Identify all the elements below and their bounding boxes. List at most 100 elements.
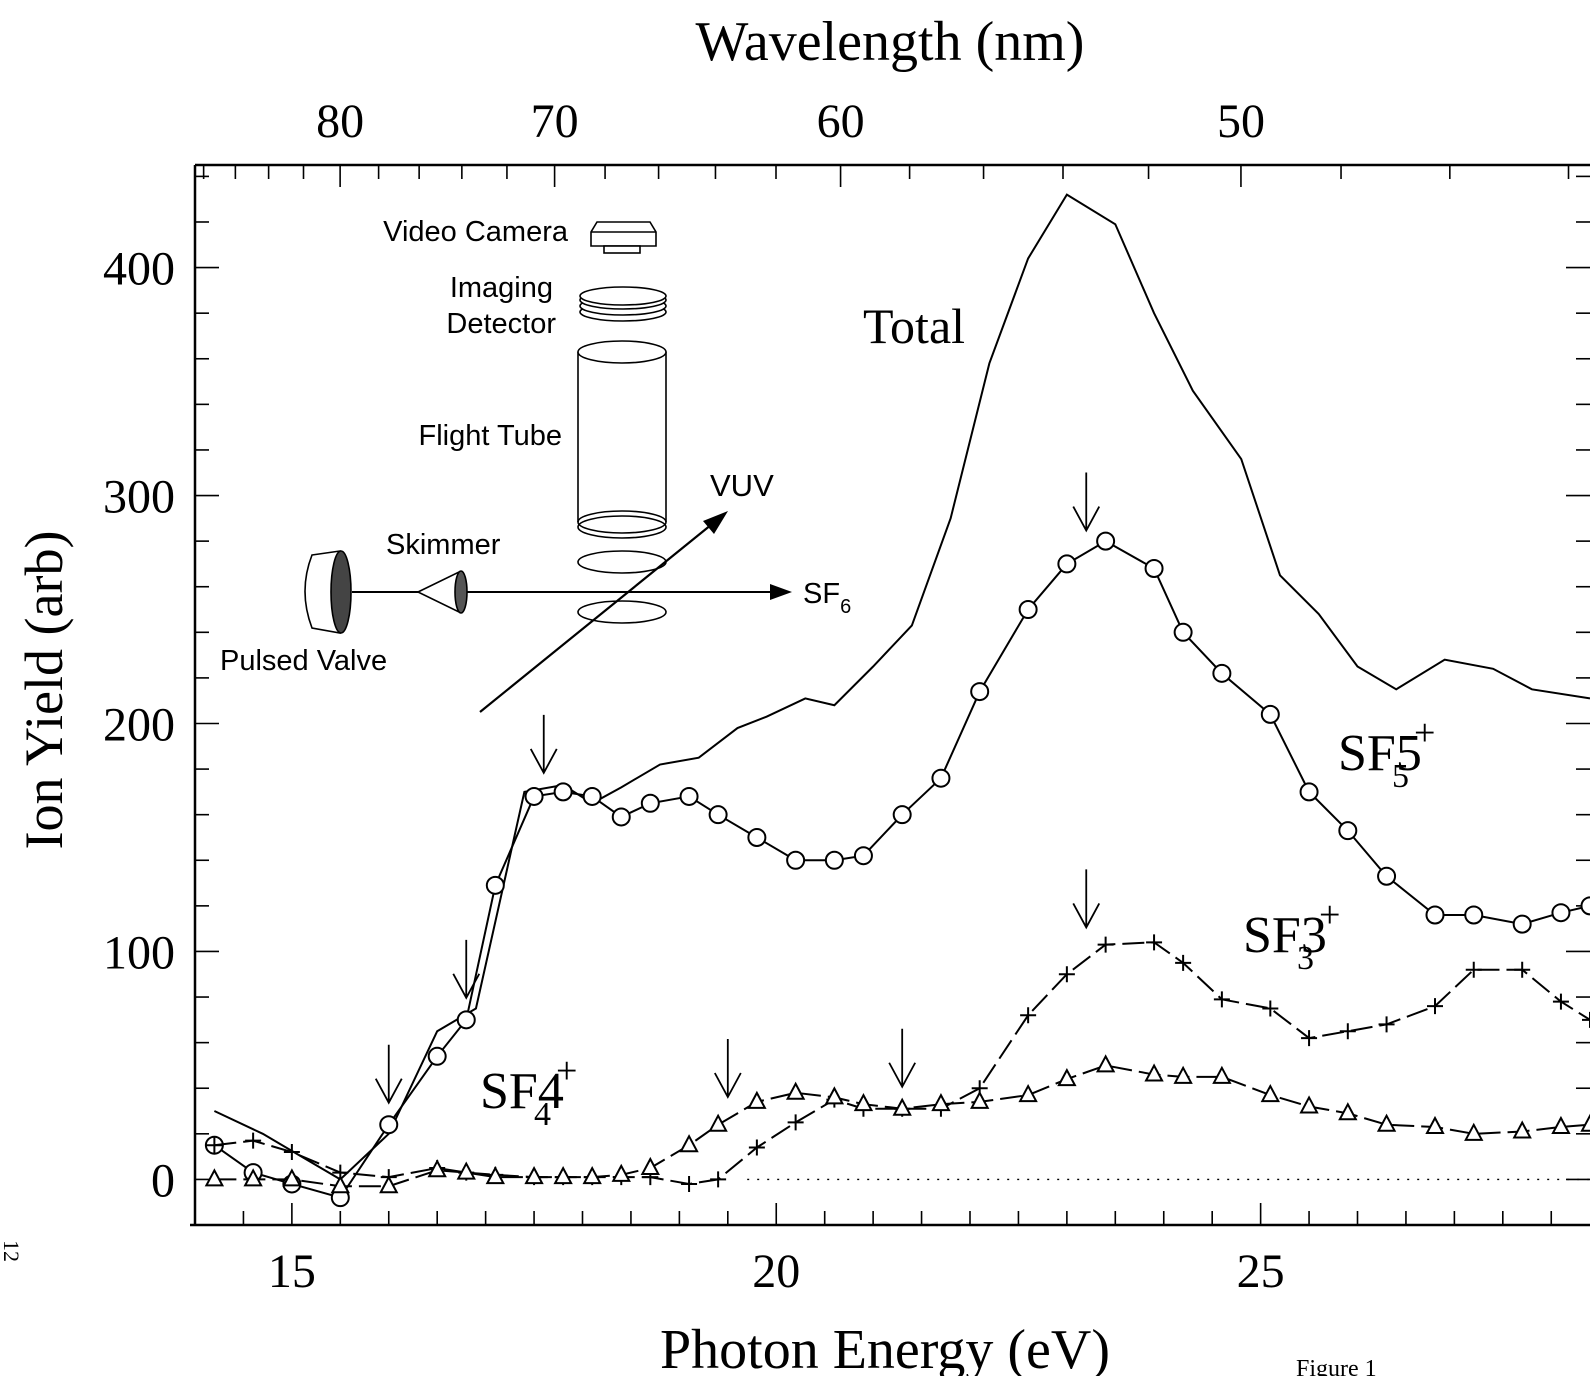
data-point-triangle xyxy=(330,1175,350,1194)
svg-text:SF5: SF5 xyxy=(1338,725,1422,782)
data-point-circle xyxy=(524,786,544,806)
data-point-triangle xyxy=(427,1159,447,1178)
down-arrow-icon xyxy=(374,1044,403,1105)
data-point-triangle xyxy=(456,1161,476,1180)
down-arrow-icon xyxy=(888,1028,916,1089)
plot-frame xyxy=(190,163,1590,1227)
y-tick-label: 400 xyxy=(103,243,175,296)
data-point-triangle xyxy=(640,1156,660,1176)
data-point-triangle xyxy=(679,1134,699,1153)
x-tick-label: 15 xyxy=(268,1245,316,1298)
data-point-triangle xyxy=(785,1081,806,1100)
down-arrow-icon xyxy=(1072,869,1101,930)
data-point-plus xyxy=(787,1114,804,1131)
vuv-arrowhead-icon xyxy=(703,511,728,534)
svg-text:SF4: SF4 xyxy=(480,1063,564,1120)
data-point-circle xyxy=(553,782,573,802)
data-point-circle xyxy=(824,850,844,870)
y-tick-label: 200 xyxy=(103,698,175,751)
vuv-beam xyxy=(479,515,723,713)
data-point-circle xyxy=(1144,558,1164,578)
data-point-triangle xyxy=(1212,1065,1232,1084)
data-point-circle xyxy=(786,850,806,870)
data-point-plus xyxy=(1020,1007,1037,1024)
y-axis-title: Ion Yield (arb) xyxy=(14,531,74,850)
data-point-plus xyxy=(681,1175,698,1192)
series-sf4-plus xyxy=(204,1054,1590,1194)
data-point-circle xyxy=(456,1010,476,1030)
top-tick-label: 70 xyxy=(531,95,579,148)
data-point-circle xyxy=(1260,704,1280,724)
data-point-circle xyxy=(747,827,767,847)
data-point-triangle xyxy=(1464,1122,1484,1141)
data-point-triangle xyxy=(1057,1067,1077,1087)
x-tick-label: 25 xyxy=(1237,1245,1285,1298)
svg-text:SF3: SF3 xyxy=(1243,907,1327,964)
data-point-circle xyxy=(892,805,912,825)
data-point-circle xyxy=(1464,905,1484,925)
data-point-circle xyxy=(1338,821,1358,841)
flight-tube-label: Flight Tube xyxy=(419,420,562,452)
data-point-plus xyxy=(1262,1000,1279,1017)
imaging-label: Imaging xyxy=(450,272,553,304)
svg-text:5: 5 xyxy=(1392,758,1409,795)
data-point-circle xyxy=(1018,600,1038,620)
data-point-plus xyxy=(245,1132,262,1149)
x-tick-label: 20 xyxy=(752,1245,800,1298)
data-point-circle xyxy=(708,805,728,825)
top-axis-title: Wavelength (nm) xyxy=(696,11,1085,73)
data-point-plus xyxy=(1552,993,1569,1010)
series-layer xyxy=(204,193,1590,1208)
data-point-triangle xyxy=(892,1097,912,1116)
flight-tube-icon xyxy=(577,340,667,624)
data-point-circle xyxy=(1551,903,1571,923)
data-point-plus xyxy=(710,1171,727,1188)
data-point-triangle xyxy=(1299,1095,1319,1114)
data-point-circle xyxy=(1212,663,1232,683)
data-point-plus xyxy=(1213,991,1230,1008)
series-sf3-plus xyxy=(206,934,1590,1192)
y-tick-label: 300 xyxy=(103,471,175,524)
data-point-plus xyxy=(1465,961,1482,978)
svg-text:+: + xyxy=(556,1050,577,1092)
data-point-circle xyxy=(1299,782,1319,802)
pulsed-valve-label: Pulsed Valve xyxy=(220,645,387,677)
page-margin-number: 12 xyxy=(0,1240,24,1262)
label-sf4: SF4 4 + xyxy=(480,1050,577,1133)
data-point-triangle xyxy=(379,1175,399,1194)
top-tick-label: 80 xyxy=(316,95,364,148)
data-point-triangle xyxy=(747,1090,767,1109)
data-point-plus xyxy=(1339,1023,1356,1040)
data-point-triangle xyxy=(1551,1115,1571,1134)
down-arrow-icon xyxy=(529,714,558,775)
sf6-arrowhead-icon xyxy=(770,584,792,600)
data-point-circle xyxy=(1425,905,1445,925)
svg-text:3: 3 xyxy=(1297,940,1314,977)
data-point-plus xyxy=(206,1137,223,1154)
data-point-triangle xyxy=(708,1113,728,1132)
down-arrow-icon xyxy=(714,1039,742,1099)
data-point-plus xyxy=(1146,934,1163,951)
data-point-circle xyxy=(1057,554,1077,574)
axis-ticks xyxy=(194,165,1590,1225)
data-point-circle xyxy=(853,846,873,866)
svg-text:4: 4 xyxy=(534,1096,551,1133)
data-point-triangle xyxy=(1376,1113,1397,1132)
data-point-plus xyxy=(1514,961,1531,978)
data-point-circle xyxy=(427,1046,447,1066)
y-tick-label: 0 xyxy=(151,1154,175,1207)
data-point-triangle xyxy=(1173,1065,1193,1084)
video-camera-label: Video Camera xyxy=(383,216,569,248)
data-point-triangle xyxy=(853,1093,874,1112)
figure-caption: Figure 1 xyxy=(1296,1356,1377,1376)
label-sf5: SF5 5 + xyxy=(1338,712,1435,795)
data-point-plus xyxy=(748,1139,765,1156)
data-point-triangle xyxy=(824,1086,845,1105)
sf6-label: SF6 xyxy=(803,578,851,618)
data-point-triangle xyxy=(524,1166,544,1185)
skimmer-label: Skimmer xyxy=(386,529,501,561)
data-point-triangle xyxy=(1425,1115,1445,1134)
data-point-circle xyxy=(679,786,699,806)
data-point-circle xyxy=(582,786,602,806)
data-point-triangle xyxy=(970,1090,990,1109)
